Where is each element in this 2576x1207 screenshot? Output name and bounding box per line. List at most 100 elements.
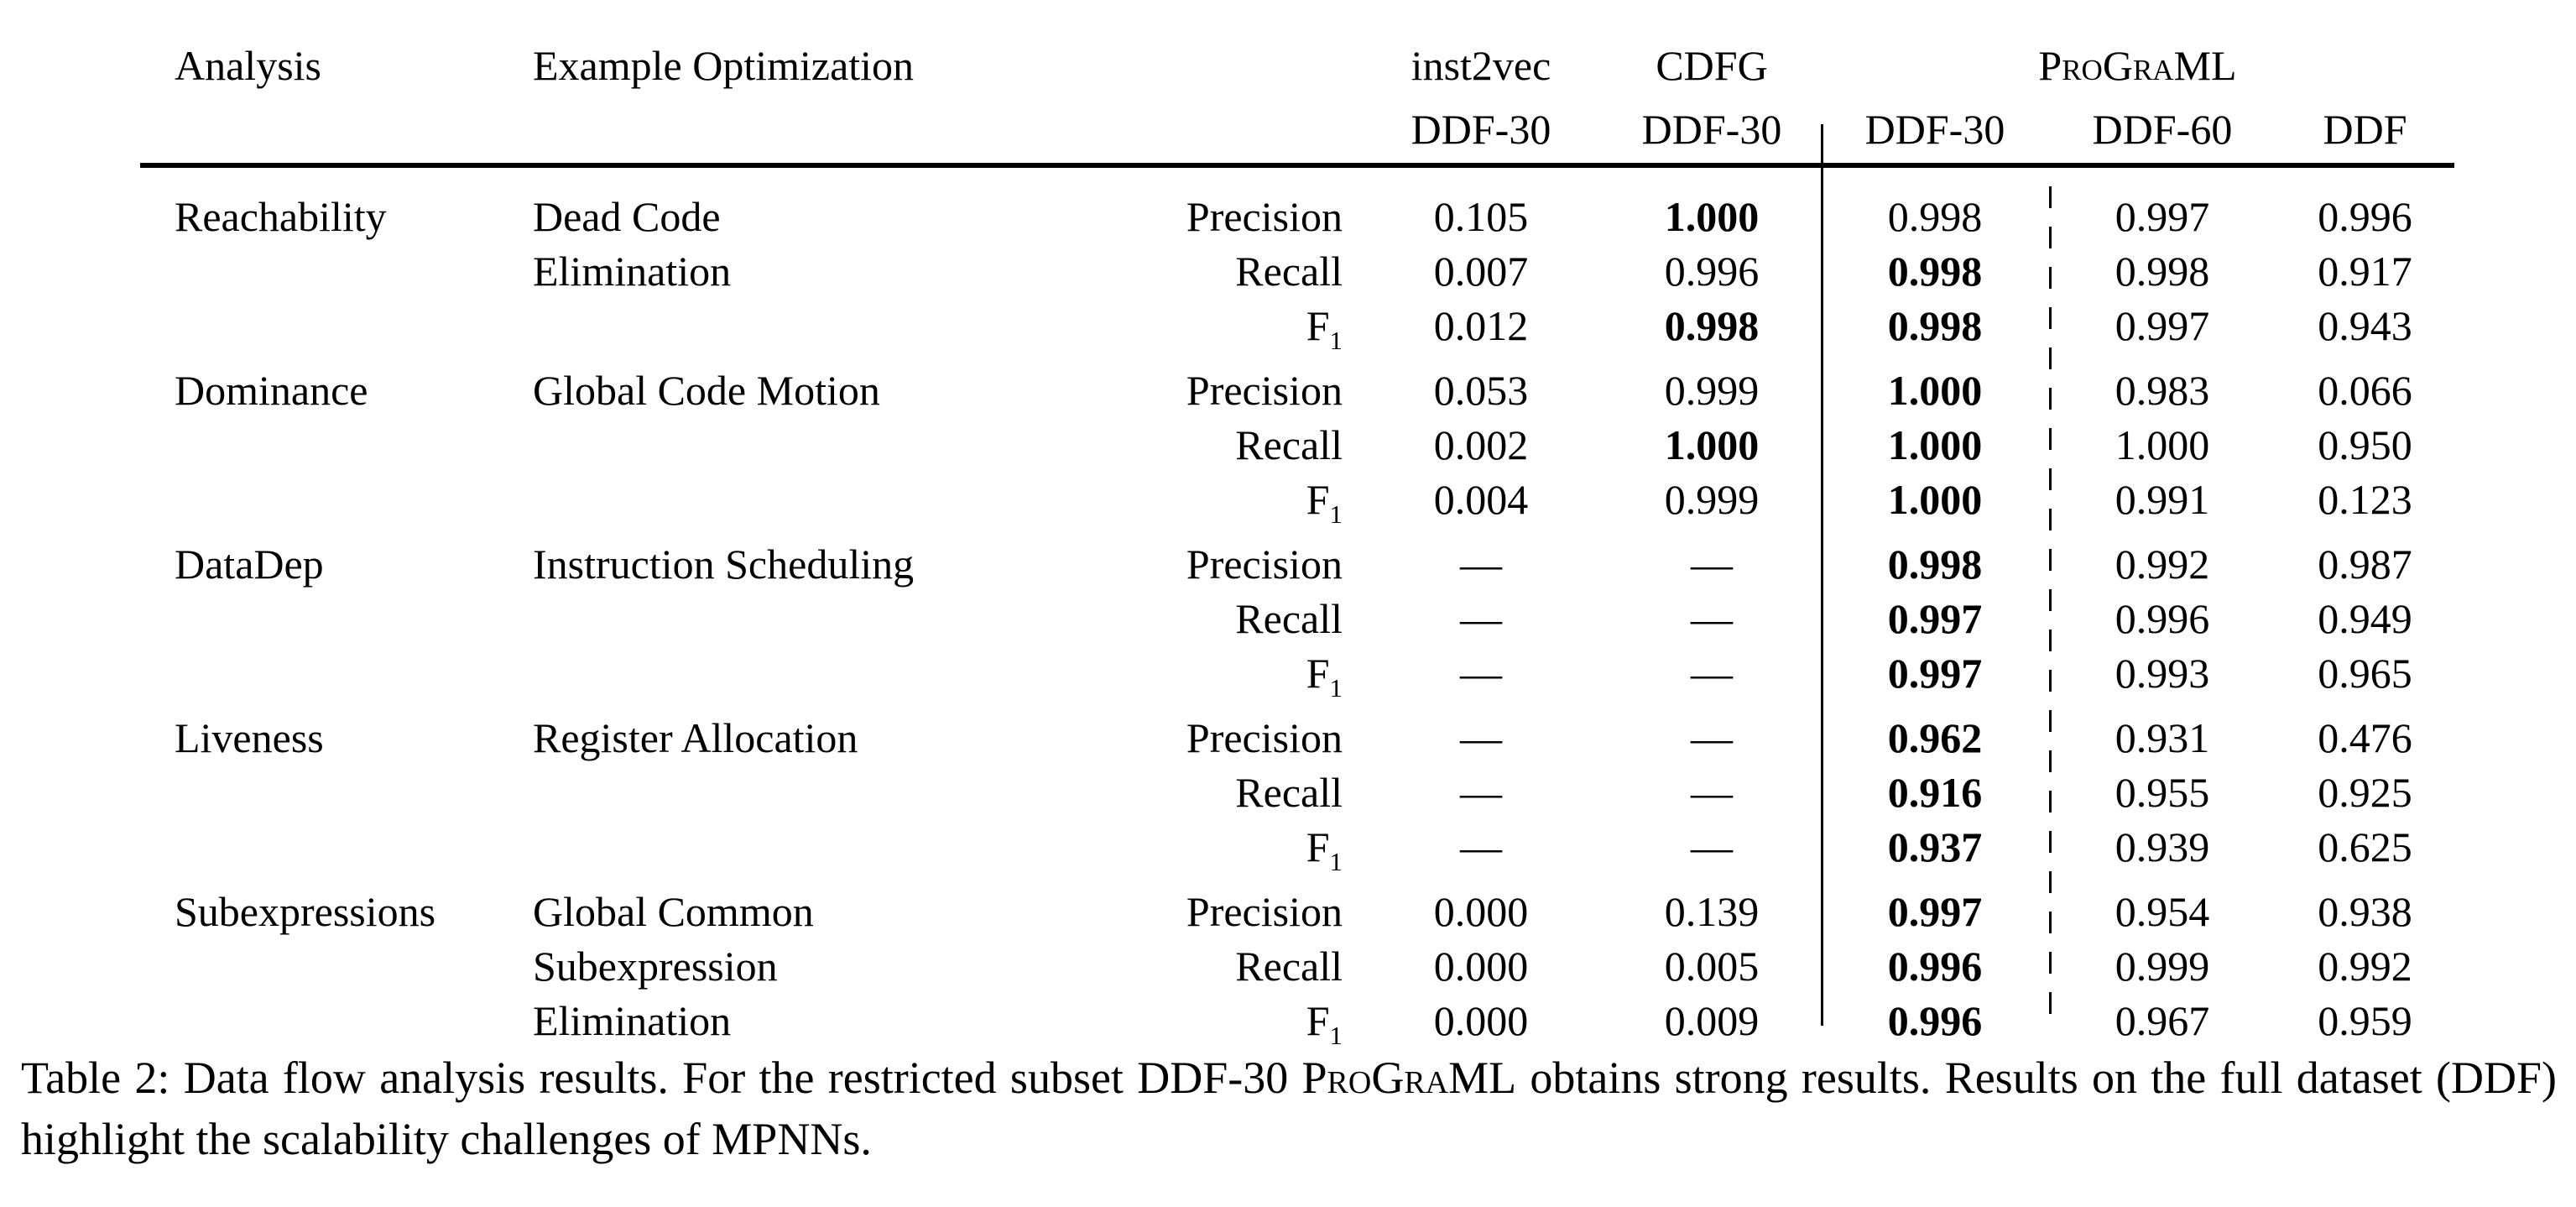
value-cell: 0.992 [2115, 541, 2210, 588]
analysis-group: Dominance Global Code Motion Precision 0.05… [140, 363, 2454, 527]
value-cell: — [1460, 769, 1502, 816]
optimization-line: Dead Code [533, 193, 721, 240]
value-cell: 0.066 [2318, 367, 2412, 414]
value-cell: 0.123 [2318, 476, 2412, 523]
analysis-label: Reachability [175, 193, 387, 240]
value-cell: 1.000 [1664, 193, 1760, 240]
value-cell: 0.999 [2115, 943, 2210, 990]
value-cell: 0.997 [1887, 595, 1983, 642]
table-body: Reachability Dead Code Elimination Precisio… [140, 190, 2454, 1048]
value-cell: 0.012 [1433, 302, 1529, 349]
value-cell: 0.053 [1433, 367, 1529, 414]
value-cell: 0.998 [1887, 302, 1983, 349]
value-cell: 1.000 [1887, 421, 1983, 468]
analysis-label: DataDep [175, 541, 324, 588]
value-cell: 1.000 [2115, 421, 2210, 468]
value-cell: 1.000 [1887, 476, 1983, 523]
metric-label: Precision [1186, 367, 1343, 414]
value-cell: — [1691, 823, 1733, 870]
analysis-group: Subexpressions Global Common Subexpression… [140, 885, 2454, 1048]
value-cell: 0.925 [2318, 769, 2412, 816]
optimization-line: Subexpression [533, 943, 778, 990]
value-cell: 0.007 [1433, 248, 1529, 295]
metric-label: F1 [1306, 302, 1343, 355]
value-cell: 0.987 [2318, 541, 2412, 588]
value-cell: 0.998 [1664, 302, 1760, 349]
value-cell: 0.931 [2115, 714, 2210, 761]
value-cell: 0.476 [2318, 714, 2412, 761]
value-cell: 0.000 [1433, 888, 1529, 935]
column-header-example-optimization: Example Optimization [533, 42, 915, 89]
optimization-line: Instruction Scheduling [533, 541, 915, 588]
value-cell: 0.002 [1433, 421, 1529, 468]
value-cell: 0.954 [2115, 888, 2210, 935]
value-cell: 0.998 [1887, 248, 1983, 295]
subcolumn-programl-ddf30: DDF-30 [1864, 106, 2005, 153]
value-cell: — [1691, 595, 1733, 642]
table-header: Analysis Example Optimization inst2vec C… [140, 32, 2454, 159]
metric-label: F1 [1306, 823, 1343, 876]
value-cell: 0.999 [1664, 367, 1760, 414]
value-cell: 0.939 [2115, 823, 2210, 870]
value-cell: 0.962 [1887, 714, 1983, 761]
caption-text-after: obtains strong results. Results on the f… [21, 1053, 2557, 1164]
value-cell: 0.996 [1887, 997, 1983, 1044]
subcolumn-programl-ddf60: DDF-60 [2092, 106, 2233, 153]
value-cell: — [1691, 541, 1733, 588]
value-cell: 0.999 [1664, 476, 1760, 523]
metric-label: Recall [1235, 248, 1343, 295]
subcolumn-inst2vec-ddf30: DDF-30 [1411, 106, 1551, 153]
value-cell: 0.955 [2115, 769, 2210, 816]
value-cell: 0.997 [1887, 650, 1983, 697]
value-cell: 0.997 [2115, 193, 2210, 240]
value-cell: 0.949 [2318, 595, 2412, 642]
value-cell: 0.959 [2318, 997, 2412, 1044]
value-cell: 0.917 [2318, 248, 2412, 295]
value-cell: 0.943 [2318, 302, 2412, 349]
value-cell: — [1460, 541, 1502, 588]
header-rule [140, 163, 2454, 168]
value-cell: 0.998 [1887, 193, 1983, 240]
caption-programl-brand: ProGraML [1301, 1053, 1517, 1103]
caption-text-before: Table 2: Data flow analysis results. For… [21, 1053, 1302, 1103]
value-cell: — [1691, 769, 1733, 816]
value-cell: 0.965 [2318, 650, 2412, 697]
value-cell: 1.000 [1887, 367, 1983, 414]
value-cell: 0.998 [2115, 248, 2210, 295]
optimization-line: Register Allocation [533, 714, 858, 761]
metric-label: Recall [1235, 769, 1343, 816]
metric-label: Recall [1235, 943, 1343, 990]
column-header-analysis: Analysis [175, 42, 321, 89]
metric-label: Precision [1186, 888, 1343, 935]
value-cell: 0.983 [2115, 367, 2210, 414]
analysis-group: DataDep Instruction Scheduling Precision — —… [140, 537, 2454, 701]
optimization-line: Global Code Motion [533, 367, 880, 414]
value-cell: 1.000 [1664, 421, 1760, 468]
optimization-line: Elimination [533, 997, 732, 1044]
analysis-label: Subexpressions [175, 888, 436, 935]
metric-label: Recall [1235, 421, 1343, 468]
analysis-group: Reachability Dead Code Elimination Precisio… [140, 190, 2454, 353]
value-cell: 0.000 [1433, 997, 1529, 1044]
analysis-group: Liveness Register Allocation Precision — — 0.… [140, 711, 2454, 875]
value-cell: 0.937 [1887, 823, 1983, 870]
value-cell: 0.996 [1887, 943, 1983, 990]
value-cell: — [1460, 823, 1502, 870]
value-cell: 0.997 [1887, 888, 1983, 935]
metric-label: F1 [1306, 476, 1343, 529]
value-cell: 0.938 [2318, 888, 2412, 935]
column-group-inst2vec: inst2vec [1411, 42, 1551, 89]
value-cell: 0.139 [1664, 888, 1760, 935]
metric-label: F1 [1306, 997, 1343, 1050]
column-separator-solid [1821, 124, 1823, 1026]
analysis-label: Dominance [175, 367, 368, 414]
metric-label: Precision [1186, 714, 1343, 761]
value-cell: 0.967 [2115, 997, 2210, 1044]
value-cell: — [1691, 714, 1733, 761]
value-cell: 0.004 [1433, 476, 1529, 523]
value-cell: 0.996 [1664, 248, 1760, 295]
value-cell: 0.916 [1887, 769, 1983, 816]
value-cell: 0.000 [1433, 943, 1529, 990]
value-cell: — [1691, 650, 1733, 697]
